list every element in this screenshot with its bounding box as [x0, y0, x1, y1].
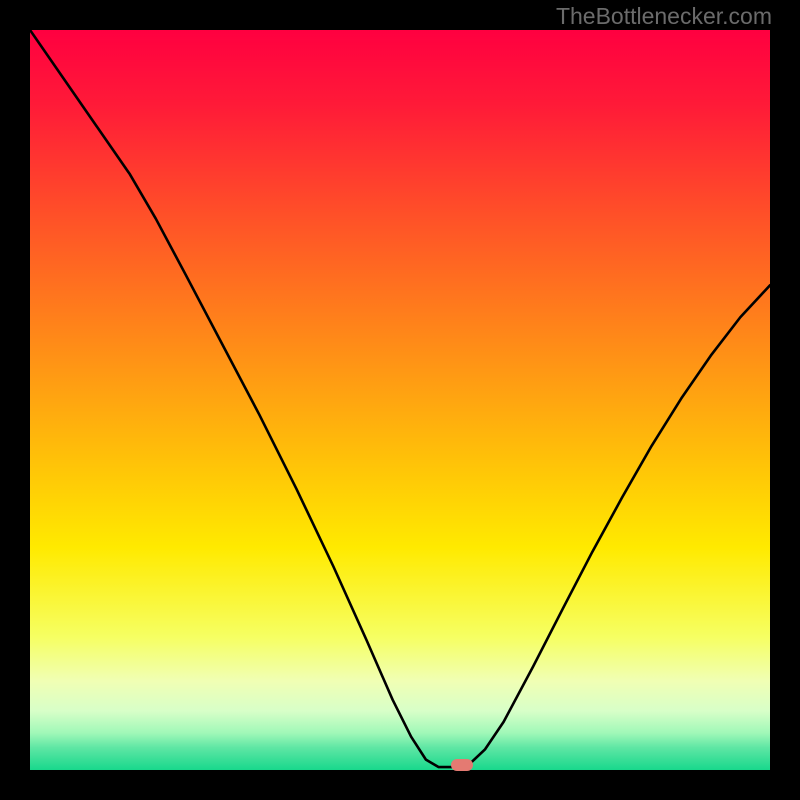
plot-area: [30, 30, 770, 770]
bottleneck-curve: [30, 30, 770, 770]
stage: TheBottlenecker.com: [0, 0, 800, 800]
curve-path: [30, 30, 770, 767]
watermark-text: TheBottlenecker.com: [556, 3, 772, 30]
optimum-marker: [451, 759, 473, 771]
